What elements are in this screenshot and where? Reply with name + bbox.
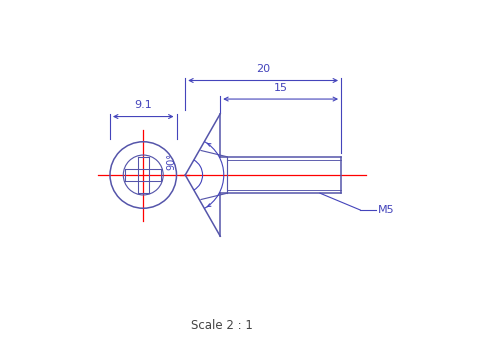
Text: 90°: 90° (166, 153, 176, 169)
Text: 15: 15 (274, 83, 287, 93)
Text: Scale 2 : 1: Scale 2 : 1 (191, 319, 253, 332)
Text: 20: 20 (256, 64, 270, 74)
Text: M5: M5 (378, 205, 394, 215)
Text: 9.1: 9.1 (134, 100, 152, 110)
